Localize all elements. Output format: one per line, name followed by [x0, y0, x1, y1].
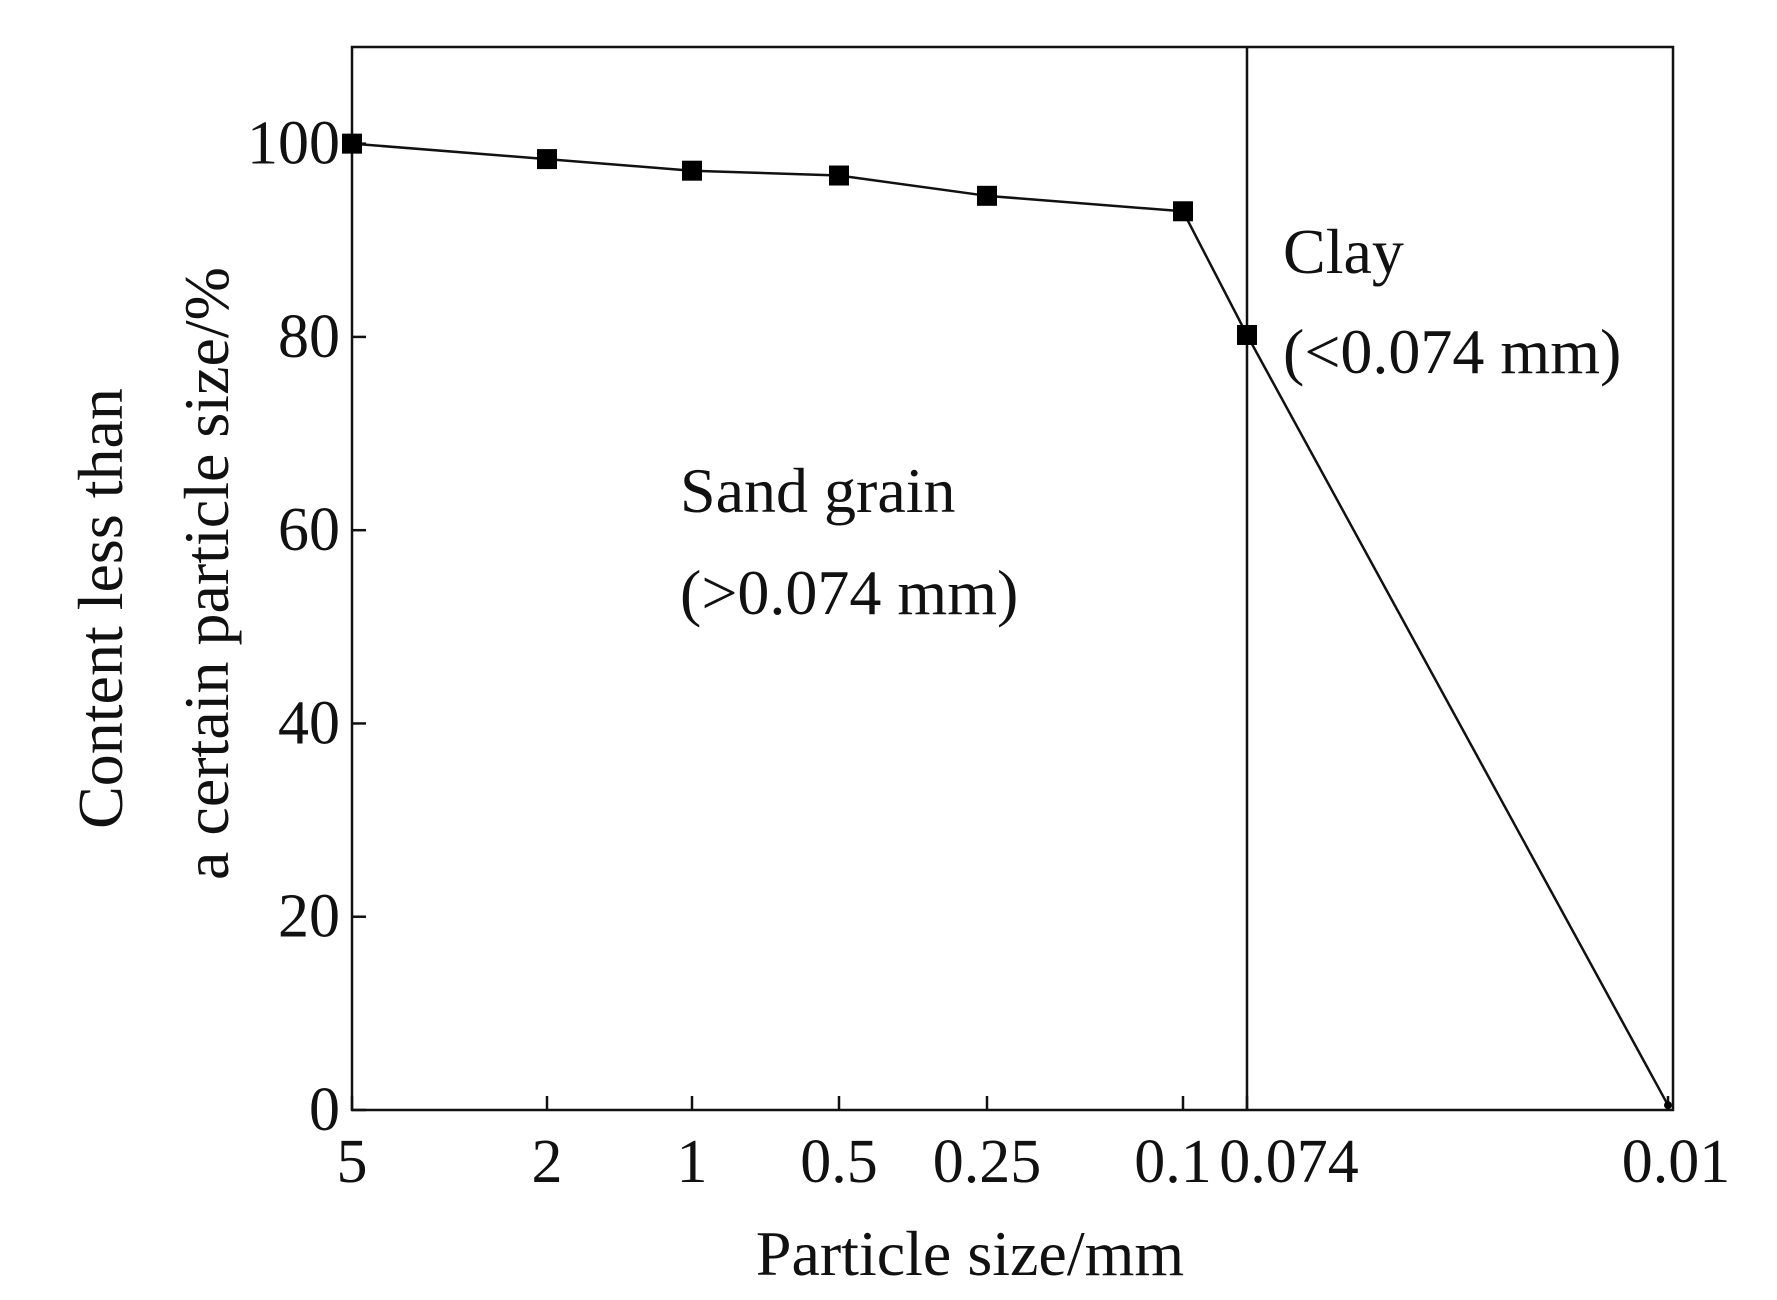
x-tick-label-4: 0.25: [933, 1128, 1042, 1196]
annotation-sand-grain-range: (>0.074 mm): [680, 557, 1018, 628]
annotation-clay-title: Clay: [1283, 216, 1404, 287]
x-tick-label-1: 2: [532, 1128, 563, 1196]
data-point-0.5: [829, 165, 849, 186]
x-tick-label-0: 5: [337, 1128, 368, 1196]
x-tick-label-6: 0.074: [1219, 1128, 1359, 1196]
series-line: [351, 142, 1670, 1106]
data-point-5: [342, 133, 362, 154]
y-tick-label-80: 80: [278, 303, 340, 371]
plot-frame: [350, 45, 1675, 1112]
x-tick-label-2: 1: [677, 1128, 708, 1196]
y-axis-title-line-2: a certain particle size/%: [171, 267, 242, 880]
annotation-sand-grain-title: Sand grain: [680, 455, 956, 526]
y-axis-title-line-1: Content less than: [65, 388, 136, 829]
y-tick-label-0: 0: [309, 1076, 340, 1144]
x-tick-label-3: 0.5: [800, 1128, 878, 1196]
x-tick-label-7: 0.01: [1622, 1128, 1731, 1196]
y-tick-label-100: 100: [247, 110, 340, 178]
annotation-clay-range: (<0.074 mm): [1283, 316, 1621, 387]
data-point-0.01: [1664, 1101, 1672, 1110]
data-point-1: [682, 160, 702, 181]
x-axis-title: Particle size/mm: [756, 1218, 1184, 1289]
y-tick-label-40: 40: [278, 689, 340, 757]
y-tick-label-20: 20: [278, 883, 340, 951]
data-point-0.074: [1237, 324, 1257, 345]
data-point-2: [537, 149, 557, 170]
x-tick-label-5: 0.1: [1134, 1128, 1212, 1196]
data-point-0.25: [977, 185, 997, 206]
data-point-0.1: [1173, 201, 1193, 222]
y-tick-label-60: 60: [278, 496, 340, 564]
